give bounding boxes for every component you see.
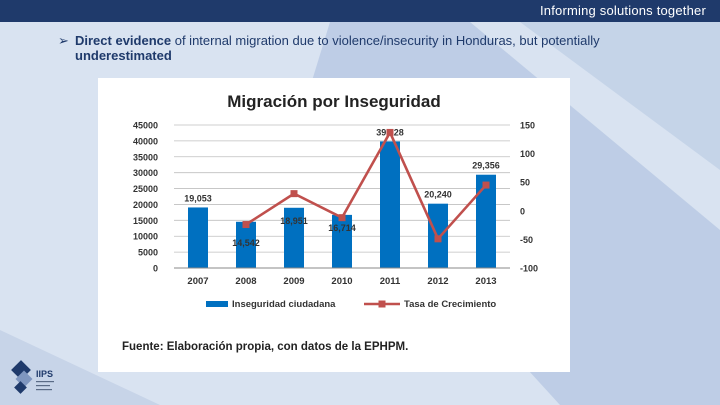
y-left-tick-label: 5000	[138, 248, 158, 258]
bar-data-label: 19,053	[184, 193, 212, 203]
y-left-tick-label: 40000	[133, 136, 158, 146]
y-right-tick-label: 0	[520, 206, 525, 216]
y-left-tick-label: 25000	[133, 184, 158, 194]
bar-data-label: 16,714	[328, 223, 356, 233]
bar-data-label: 14,542	[232, 238, 260, 248]
growth-rate-point	[482, 181, 490, 189]
bar	[188, 207, 208, 268]
y-left-tick-label: 10000	[133, 232, 158, 242]
header-tagline: Informing solutions together	[539, 3, 706, 18]
x-tick-label: 2007	[187, 276, 208, 287]
growth-rate-point	[434, 235, 442, 243]
legend-line-marker	[378, 300, 386, 308]
bar	[476, 174, 496, 268]
x-tick-label: 2008	[235, 276, 256, 287]
bar	[284, 207, 304, 268]
growth-rate-line	[245, 129, 487, 242]
bar-data-label: 20,240	[424, 190, 452, 200]
growth-rate-point	[242, 221, 250, 229]
legend-bar-label: Inseguridad ciudadana	[232, 299, 336, 310]
iips-logo: IIPS	[11, 360, 54, 394]
x-tick-label: 2009	[283, 276, 304, 287]
growth-rate-point	[290, 190, 298, 198]
y-right-tick-label: -50	[520, 235, 533, 245]
x-tick-label: 2011	[380, 276, 401, 287]
y-left-tick-label: 30000	[133, 168, 158, 178]
y-right-tick-label: 50	[520, 178, 530, 188]
bullet-point: ➢ Direct evidence of internal migration …	[58, 33, 698, 63]
bar	[332, 214, 352, 268]
x-tick-label: 2013	[475, 276, 496, 287]
legend-line-label: Tasa de Crecimiento	[404, 299, 496, 310]
legend-bar-swatch	[206, 301, 228, 307]
chart-title: Migración por Inseguridad	[227, 92, 440, 111]
bullet-rest: of internal migration due to violence/in…	[171, 33, 600, 48]
bullet-line2: underestimated	[75, 48, 172, 63]
bar-data-label: 18,951	[280, 216, 308, 226]
arrow-bullet-icon: ➢	[58, 33, 69, 48]
bullet-text: Direct evidence of internal migration du…	[75, 33, 698, 63]
x-tick-label: 2012	[427, 276, 448, 287]
x-tick-label: 2010	[331, 276, 352, 287]
growth-rate-point	[338, 214, 346, 222]
y-left-tick-label: 45000	[133, 121, 158, 131]
chart-card: Migración por Inseguridad 0 5000 10000 15000…	[98, 78, 570, 372]
y-left-tick-label: 20000	[133, 200, 158, 210]
logo-text: IIPS	[36, 369, 53, 379]
y-right-tick-label: 150	[520, 121, 535, 131]
growth-rate-point	[386, 128, 394, 136]
bar	[236, 221, 256, 268]
top-header-bar: Informing solutions together	[0, 0, 720, 22]
y-left-tick-label: 35000	[133, 152, 158, 162]
y-right-tick-label: 100	[520, 149, 535, 159]
migration-chart: Migración por Inseguridad 0 5000 10000 15000…	[133, 92, 538, 310]
bar-data-label: 29,356	[472, 161, 500, 171]
y-left-tick-label: 15000	[133, 216, 158, 226]
y-right-tick-label: -100	[520, 264, 538, 274]
chart-source: Fuente: Elaboración propia, con datos de…	[122, 341, 409, 353]
bullet-emphasis: Direct evidence	[75, 33, 172, 48]
y-left-tick-label: 0	[153, 264, 158, 274]
bar	[380, 141, 400, 268]
